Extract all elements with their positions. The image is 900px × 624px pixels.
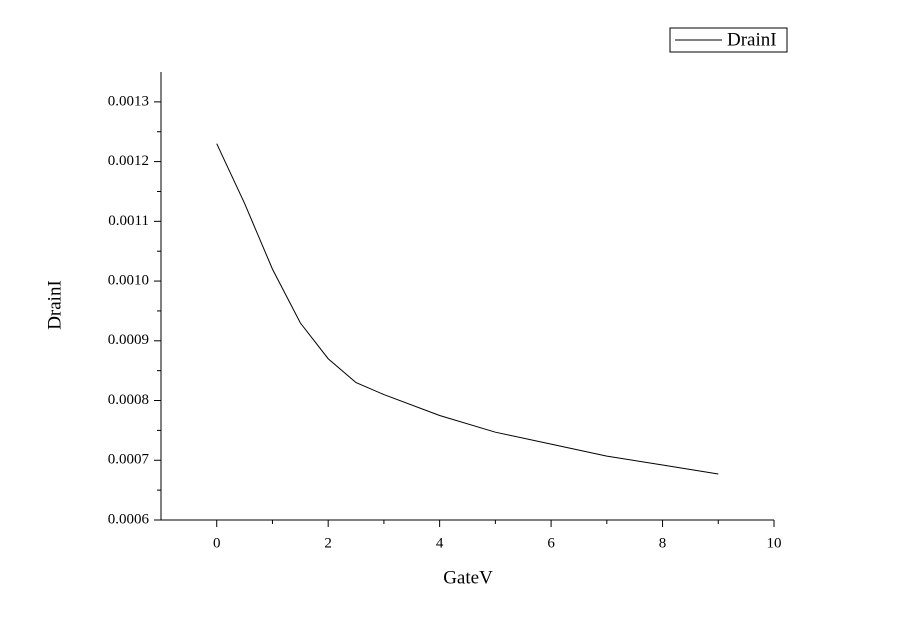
y-tick-label: 0.0011 — [108, 213, 149, 229]
y-tick-label: 0.0008 — [108, 392, 149, 408]
data-line — [216, 143, 719, 475]
x-tick-label: 10 — [767, 535, 782, 551]
x-tick-label: 8 — [659, 535, 667, 551]
y-tick-label: 0.0006 — [108, 511, 150, 527]
x-tick-label: 6 — [547, 535, 555, 551]
x-axis-label: GateV — [443, 567, 493, 588]
x-tick-label: 0 — [213, 535, 221, 551]
x-tick-label: 4 — [436, 535, 444, 551]
y-tick-label: 0.0013 — [108, 93, 149, 109]
y-tick-label: 0.0009 — [108, 332, 149, 348]
y-tick-label: 0.0012 — [108, 153, 149, 169]
x-tick-label: 2 — [324, 535, 332, 551]
y-tick-label: 0.0010 — [108, 273, 149, 289]
y-tick-label: 0.0007 — [108, 452, 150, 468]
legend-label: DrainI — [727, 29, 777, 50]
y-axis-label: DrainI — [44, 280, 65, 330]
